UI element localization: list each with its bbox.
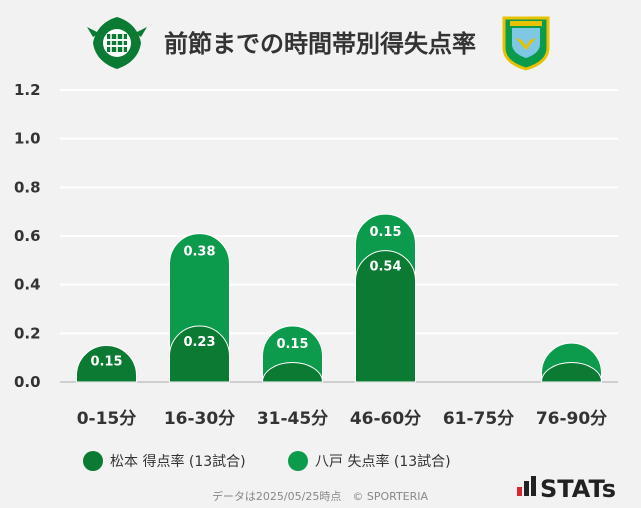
legend-swatch-away	[288, 451, 308, 471]
bar-home	[76, 345, 137, 383]
data-label-home: 0.15	[90, 355, 122, 370]
x-axis: 0-15分 16-30分 31-45分 46-60分 61-75分 76-90分	[77, 409, 607, 429]
legend: 松本 得点率 (13試合) 八戸 失点率 (13試合)	[83, 451, 451, 471]
y-tick-label: 1.0	[14, 130, 41, 148]
matsumoto-crest-icon	[87, 17, 147, 69]
brand-name: STATs	[540, 475, 616, 503]
y-tick-label: 0.4	[14, 276, 41, 294]
y-tick-label: 0.0	[14, 373, 41, 391]
bar-home	[540, 362, 603, 383]
x-tick-label: 76-90分	[536, 409, 607, 429]
y-tick-label: 0.6	[14, 227, 41, 245]
bar-home	[261, 362, 324, 383]
hachinohe-crest-icon	[502, 16, 550, 71]
legend-swatch-home	[83, 451, 103, 471]
data-label-away: 0.15	[276, 337, 308, 352]
bar-home	[355, 250, 416, 383]
data-label-away: 0.15	[369, 225, 401, 240]
data-label-home: 0.23	[183, 335, 215, 350]
legend-label-away: 八戸 失点率 (13試合)	[315, 453, 451, 470]
x-tick-label: 16-30分	[164, 409, 235, 429]
bar-home	[169, 325, 230, 383]
bars	[76, 213, 603, 383]
y-axis: 1.2 1.0 0.8 0.6 0.4 0.2 0.0	[14, 81, 41, 391]
stats-logo: STATs	[517, 475, 616, 503]
x-tick-label: 46-60分	[350, 409, 421, 429]
data-label-away: 0.38	[183, 245, 215, 260]
data-label-home: 0.54	[369, 260, 401, 275]
y-tick-label: 1.2	[14, 81, 41, 99]
x-tick-label: 0-15分	[77, 409, 137, 429]
chart-title: 前節までの時間帯別得失点率	[164, 30, 476, 58]
x-tick-label: 61-75分	[443, 409, 514, 429]
gridlines	[60, 89, 618, 383]
data-labels: 0.15 0.23 0.38 0.15 0.54 0.15	[90, 225, 401, 369]
y-tick-label: 0.2	[14, 324, 41, 342]
x-tick-label: 31-45分	[257, 409, 328, 429]
chart-header: 前節までの時間帯別得失点率	[87, 16, 550, 71]
y-tick-label: 0.8	[14, 178, 41, 196]
legend-label-home: 松本 得点率 (13試合)	[110, 453, 246, 470]
stats-bars-icon	[517, 476, 536, 496]
footer-note: データは2025/05/25時点 © SPORTERIA	[212, 489, 429, 503]
